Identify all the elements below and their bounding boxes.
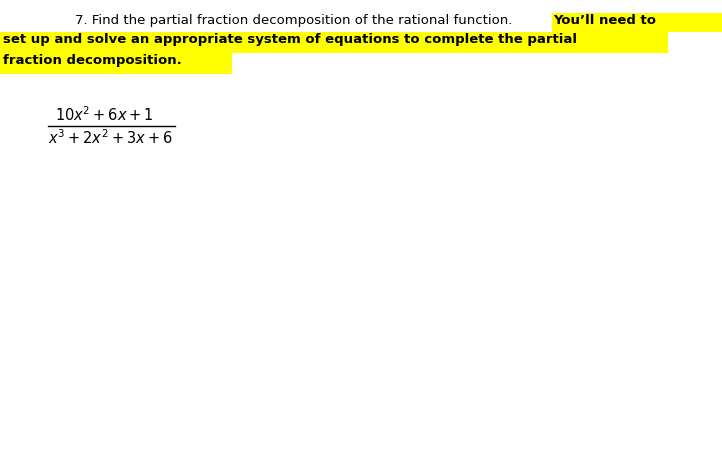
Text: You’ll need to: You’ll need to [553,14,656,27]
Text: $10x^2 + 6x + 1$: $10x^2 + 6x + 1$ [55,105,154,123]
Text: 7. Find the partial fraction decomposition of the rational function.: 7. Find the partial fraction decompositi… [75,14,517,27]
Text: set up and solve an appropriate system of equations to complete the partial: set up and solve an appropriate system o… [3,33,577,46]
Text: $x^3 + 2x^2 + 3x + 6$: $x^3 + 2x^2 + 3x + 6$ [48,128,173,147]
Text: fraction decomposition.: fraction decomposition. [3,54,182,67]
